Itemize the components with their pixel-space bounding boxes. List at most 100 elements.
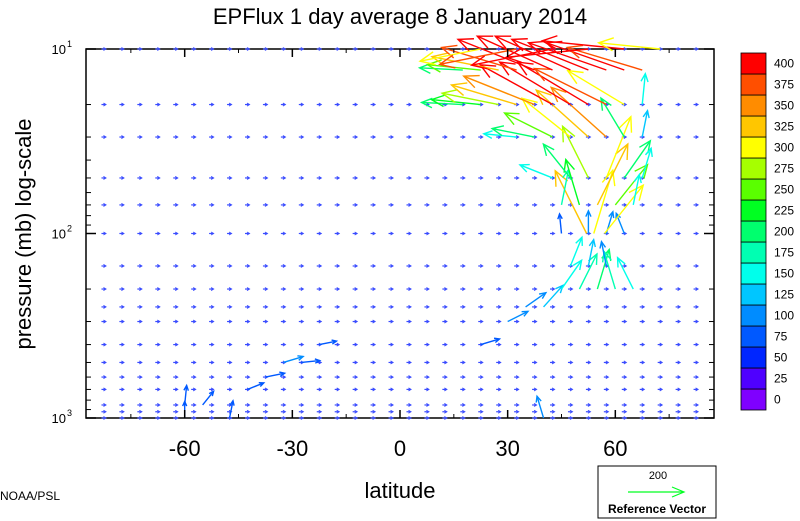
reference-vector-legend: 200 Reference Vector bbox=[597, 465, 717, 519]
background-vector bbox=[639, 342, 646, 347]
vector-shaft bbox=[511, 38, 589, 71]
background-vector bbox=[316, 416, 323, 420]
background-vector bbox=[370, 360, 377, 365]
flux-vector bbox=[490, 125, 535, 138]
vector-head bbox=[640, 72, 649, 83]
background-vector bbox=[567, 409, 574, 414]
vector-head bbox=[440, 88, 458, 104]
background-vector bbox=[496, 409, 502, 414]
vector-head bbox=[174, 304, 179, 309]
background-vector bbox=[675, 409, 682, 414]
vector-head bbox=[520, 97, 538, 113]
colorbar-label: 50 bbox=[774, 351, 788, 365]
vector-head bbox=[192, 102, 197, 107]
vector-head bbox=[139, 360, 143, 365]
background-vector bbox=[585, 342, 592, 347]
background-vector bbox=[585, 375, 592, 379]
vector-head bbox=[282, 135, 287, 139]
background-vector bbox=[191, 403, 197, 407]
vector-head bbox=[174, 287, 179, 291]
background-vector bbox=[334, 135, 341, 139]
vector-head bbox=[282, 387, 287, 392]
background-vector bbox=[514, 231, 520, 236]
background-vector bbox=[101, 416, 107, 420]
colorbar-label: 350 bbox=[774, 99, 794, 113]
background-vector bbox=[209, 176, 215, 180]
flux-vector bbox=[641, 109, 650, 138]
vector-head bbox=[490, 125, 505, 137]
vector-head bbox=[318, 102, 323, 107]
vector-head bbox=[246, 319, 251, 324]
vector-head bbox=[336, 202, 341, 207]
vector-head bbox=[677, 375, 682, 379]
background-vector bbox=[334, 304, 341, 309]
vector-head bbox=[408, 403, 412, 407]
background-vector bbox=[388, 304, 395, 309]
background-vector bbox=[352, 375, 359, 379]
vector-head bbox=[515, 102, 520, 107]
vector-head bbox=[533, 342, 538, 347]
vector-head bbox=[623, 416, 628, 420]
vector-head bbox=[677, 47, 682, 51]
vector-head bbox=[695, 47, 700, 51]
vector-head bbox=[587, 176, 592, 180]
vector-shaft bbox=[419, 48, 481, 62]
background-vector bbox=[298, 409, 305, 414]
background-vector bbox=[280, 287, 287, 291]
vector-head bbox=[426, 287, 430, 291]
background-vector bbox=[424, 387, 430, 392]
background-vector bbox=[227, 387, 233, 392]
background-vector bbox=[155, 375, 161, 379]
background-vector bbox=[298, 319, 305, 324]
vector-head bbox=[264, 304, 269, 309]
vector-head bbox=[462, 102, 466, 107]
vector-head bbox=[103, 135, 107, 139]
vector-head bbox=[354, 375, 359, 379]
background-vector bbox=[280, 135, 287, 139]
vector-head bbox=[121, 360, 125, 365]
vector-head bbox=[634, 163, 649, 179]
vector-head bbox=[659, 319, 664, 324]
background-vector bbox=[639, 387, 646, 392]
vector-head bbox=[462, 409, 466, 414]
vector-head bbox=[139, 304, 143, 309]
vector-head bbox=[390, 409, 395, 414]
background-vector bbox=[119, 202, 125, 207]
background-vector bbox=[514, 409, 520, 414]
vector-head bbox=[569, 319, 574, 324]
background-vector bbox=[388, 287, 395, 291]
vector-head bbox=[192, 287, 197, 291]
flux-vector bbox=[183, 383, 190, 406]
vector-head bbox=[354, 403, 359, 407]
background-vector bbox=[209, 202, 215, 207]
vector-head bbox=[565, 44, 584, 59]
vector-head bbox=[157, 135, 161, 139]
background-vector bbox=[173, 231, 179, 236]
reference-vector-value: 200 bbox=[649, 470, 667, 482]
background-vector bbox=[101, 231, 107, 236]
vector-shaft bbox=[578, 253, 598, 290]
background-vector bbox=[244, 403, 251, 407]
background-vector bbox=[352, 342, 359, 347]
background-vector bbox=[675, 102, 682, 107]
vector-shaft bbox=[265, 372, 285, 378]
background-vector bbox=[532, 202, 538, 207]
vector-head bbox=[695, 387, 700, 392]
chart-title: EPFlux 1 day average 8 January 2014 bbox=[213, 4, 587, 29]
background-vector bbox=[352, 287, 359, 291]
background-vector bbox=[316, 202, 323, 207]
background-vector bbox=[406, 264, 412, 268]
background-vector bbox=[244, 135, 251, 139]
background-vector bbox=[406, 202, 412, 207]
vector-head bbox=[336, 416, 341, 420]
vector-head bbox=[533, 135, 538, 139]
background-vector bbox=[262, 416, 269, 420]
vector-shaft bbox=[319, 340, 337, 346]
vector-shaft bbox=[616, 257, 634, 290]
vector-head bbox=[282, 304, 287, 309]
vector-head bbox=[246, 304, 251, 309]
flux-vector bbox=[438, 48, 517, 69]
background-vector bbox=[209, 416, 215, 420]
vector-head bbox=[174, 387, 179, 392]
background-vector bbox=[262, 47, 269, 51]
